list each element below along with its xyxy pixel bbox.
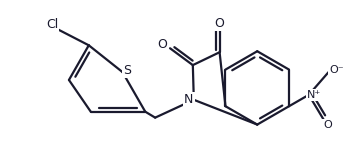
Text: N: N	[184, 93, 193, 106]
Text: S: S	[124, 64, 132, 77]
Text: O⁻: O⁻	[329, 65, 344, 75]
Text: O: O	[323, 120, 332, 130]
Text: N⁺: N⁺	[307, 90, 321, 100]
Text: O: O	[157, 38, 167, 51]
Text: Cl: Cl	[46, 18, 58, 31]
Text: O: O	[215, 17, 224, 30]
